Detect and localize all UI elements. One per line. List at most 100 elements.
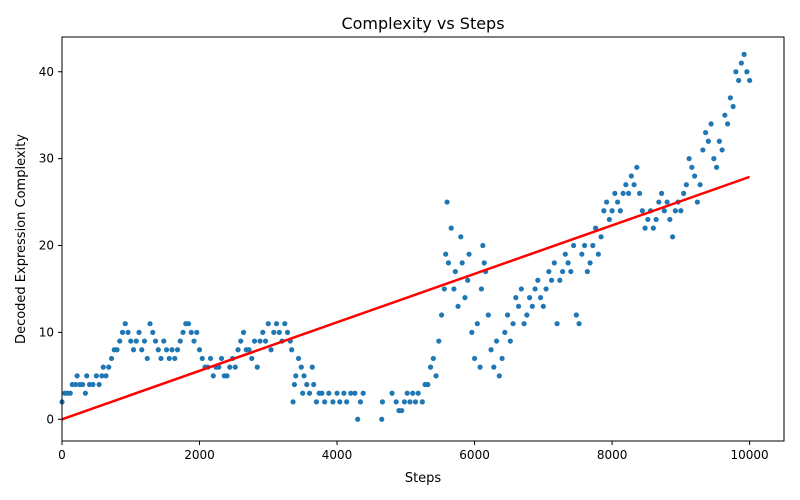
data-point xyxy=(172,355,178,362)
data-point xyxy=(452,268,458,275)
data-point xyxy=(268,347,274,353)
data-point xyxy=(240,329,247,335)
data-point xyxy=(502,329,508,335)
data-point xyxy=(309,364,315,370)
data-point xyxy=(334,390,340,396)
data-point xyxy=(612,190,618,196)
data-point xyxy=(210,373,216,379)
data-point xyxy=(290,399,296,405)
data-point xyxy=(609,208,615,214)
data-point xyxy=(730,103,736,110)
data-point xyxy=(485,312,491,318)
data-point xyxy=(103,373,109,379)
data-point xyxy=(326,390,332,396)
y-tick-label: 20 xyxy=(39,239,54,253)
data-point xyxy=(119,329,126,335)
data-point xyxy=(194,329,200,335)
data-point xyxy=(656,199,662,205)
data-point xyxy=(653,216,659,223)
data-point xyxy=(289,347,295,353)
data-point xyxy=(507,338,513,344)
data-point xyxy=(260,329,266,335)
data-point xyxy=(510,321,516,327)
data-point xyxy=(82,390,88,396)
data-point xyxy=(295,355,302,362)
data-point xyxy=(415,390,421,396)
data-point xyxy=(444,199,450,205)
data-point xyxy=(322,399,328,405)
data-point xyxy=(639,208,645,214)
x-tick-label: 0 xyxy=(58,448,66,462)
data-point xyxy=(291,381,298,388)
data-point xyxy=(659,190,665,196)
data-point xyxy=(681,190,687,196)
data-point xyxy=(282,321,288,327)
data-point xyxy=(99,373,105,379)
data-point xyxy=(551,260,557,266)
data-point xyxy=(407,399,413,405)
data-point xyxy=(257,338,263,344)
data-point xyxy=(80,381,86,388)
data-point xyxy=(697,182,703,188)
data-point xyxy=(570,242,577,249)
trend-layer xyxy=(61,175,751,421)
data-point xyxy=(631,182,637,188)
data-point xyxy=(177,338,183,344)
data-point xyxy=(661,208,667,214)
y-tick-label: 40 xyxy=(39,65,54,79)
data-point xyxy=(412,399,419,405)
data-point xyxy=(637,190,643,196)
data-point xyxy=(232,364,238,370)
y-tick-label: 10 xyxy=(39,325,54,339)
data-point xyxy=(736,77,742,84)
data-point xyxy=(488,347,494,353)
data-point xyxy=(401,399,408,405)
data-point xyxy=(155,347,161,353)
data-point xyxy=(576,321,582,327)
data-point xyxy=(141,338,148,344)
data-point xyxy=(152,338,159,344)
data-point xyxy=(694,199,700,205)
data-point xyxy=(438,312,445,318)
data-point xyxy=(90,381,96,388)
data-point xyxy=(689,164,695,170)
data-point xyxy=(491,364,497,370)
data-point xyxy=(96,381,102,388)
data-point xyxy=(249,355,255,362)
data-point xyxy=(471,355,478,362)
data-point xyxy=(273,321,280,327)
data-point xyxy=(379,399,386,405)
data-point xyxy=(196,347,203,353)
data-point xyxy=(301,373,307,379)
data-point xyxy=(615,199,621,205)
data-point xyxy=(133,338,139,344)
data-point xyxy=(711,156,717,162)
data-point xyxy=(379,416,385,422)
data-point xyxy=(163,347,170,353)
data-point xyxy=(108,355,115,362)
data-point xyxy=(650,225,656,231)
data-point xyxy=(443,251,449,257)
data-point xyxy=(738,60,744,66)
data-point xyxy=(357,399,364,405)
data-point xyxy=(410,390,416,396)
data-point xyxy=(430,355,436,362)
data-point xyxy=(106,364,112,370)
data-point xyxy=(584,268,590,275)
points-layer xyxy=(59,51,753,422)
data-point xyxy=(122,321,128,327)
y-tick-label: 0 xyxy=(46,412,54,426)
data-point xyxy=(404,390,410,396)
data-point xyxy=(276,329,282,335)
data-point xyxy=(207,355,214,362)
data-point xyxy=(174,347,181,353)
data-point xyxy=(136,329,142,335)
data-point xyxy=(518,286,524,292)
data-point xyxy=(284,329,291,335)
data-point xyxy=(477,364,483,370)
plot-frame xyxy=(61,36,785,442)
data-point xyxy=(590,242,596,249)
data-point xyxy=(313,399,320,405)
data-point xyxy=(557,277,563,283)
data-point xyxy=(185,321,192,327)
